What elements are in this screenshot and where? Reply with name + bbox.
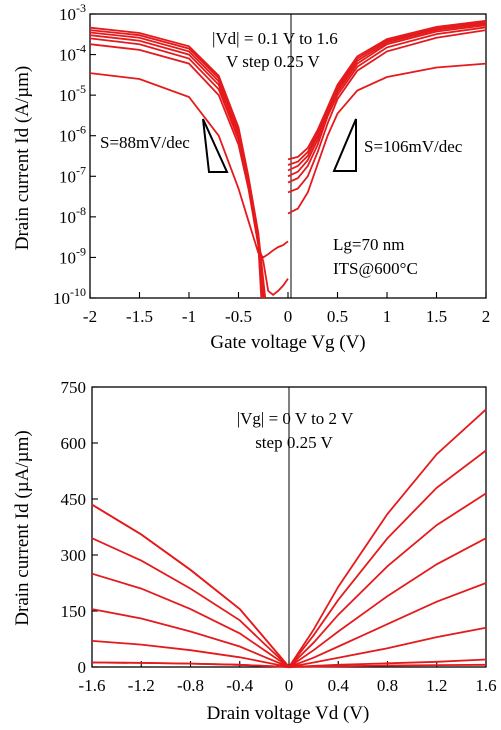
transfer-y-tick-label: 10-9 <box>59 244 86 267</box>
output-x-tick-label: 1.2 <box>426 676 447 695</box>
transfer-x-tick-label: -1.5 <box>126 307 153 326</box>
transfer-curve-positive <box>287 24 487 178</box>
output-y-tick-label: 0 <box>78 658 87 677</box>
vd-step-annotation: V step 0.25 V <box>226 52 321 71</box>
output-y-label: Drain current Id (µA/µm) <box>12 430 33 625</box>
output-y-ticks: 0 150 300 450 600 750 <box>61 378 98 677</box>
output-x-tick-label: 0.8 <box>377 676 398 695</box>
transfer-x-tick-label: 1 <box>383 307 392 326</box>
output-curves <box>91 408 487 669</box>
output-x-tick-label: -1.6 <box>79 676 106 695</box>
transfer-chart: -2 -1.5 -1 -0.5 0 0.5 1 1.5 2 10-1010-910-810-71… <box>12 1 490 353</box>
transfer-curve-negative <box>89 34 264 299</box>
transfer-y-tick-label: 10-6 <box>59 123 86 146</box>
transfer-curve-positive <box>287 19 487 161</box>
vg-step-annotation: step 0.25 V <box>255 433 333 452</box>
output-y-tick-label: 450 <box>61 490 87 509</box>
output-chart: -1.6 -1.2 -0.8 -0.4 0 0.4 0.8 1.2 1.6 0 150 300 450… <box>12 378 497 724</box>
transfer-curve-negative <box>89 26 267 299</box>
slope-triangle-left <box>202 118 229 173</box>
output-x-label: Drain voltage Vd (V) <box>207 703 370 724</box>
output-x-tick-label: -1.2 <box>128 676 155 695</box>
transfer-y-label: Drain current Id (A/µm) <box>12 66 33 251</box>
transfer-x-tick-label: -2 <box>83 307 97 326</box>
transfer-x-label: Gate voltage Vg (V) <box>210 332 365 353</box>
transfer-x-tick-label: 2 <box>482 307 491 326</box>
transfer-curves <box>89 19 487 299</box>
s-left-annotation: S=88mV/dec <box>100 133 190 152</box>
transfer-curve-negative <box>89 31 265 299</box>
vg-range-annotation: |Vg| = 0 V to 2 V <box>237 409 354 428</box>
its-annotation: ITS@600°C <box>333 259 418 278</box>
output-curve-7 <box>91 408 487 669</box>
transfer-y-tick-label: 10-7 <box>59 163 86 186</box>
output-x-tick-label: 0 <box>285 676 294 695</box>
transfer-curve-positive <box>287 26 487 184</box>
output-x-tick-label: -0.4 <box>226 676 253 695</box>
output-x-tick-label: 1.6 <box>475 676 496 695</box>
output-x-tick-label: -0.8 <box>177 676 204 695</box>
s-right-annotation: S=106mV/dec <box>364 137 463 156</box>
transfer-x-ticks: -2 -1.5 -1 -0.5 0 0.5 1 1.5 2 <box>83 292 490 326</box>
transfer-x-tick-label: 1.5 <box>426 307 447 326</box>
transfer-curve-negative <box>89 37 263 299</box>
transfer-x-tick-label: -1 <box>182 307 196 326</box>
transfer-y-tick-label: 10-8 <box>59 204 86 227</box>
output-x-ticks: -1.6 -1.2 -0.8 -0.4 0 0.4 0.8 1.2 1.6 <box>79 661 497 695</box>
transfer-x-tick-label: -0.5 <box>225 307 252 326</box>
output-y-tick-label: 150 <box>61 602 87 621</box>
transfer-y-ticks: 10-10 10-9 10-8 10-7 10-6 10-5 10-4 10-3 <box>53 1 96 308</box>
transfer-y-tick-label: 10-5 <box>59 82 86 105</box>
output-x-tick-label: 0.4 <box>328 676 350 695</box>
transfer-y-tick-label: 10-4 <box>59 42 86 65</box>
lg-annotation: Lg=70 nm <box>333 235 404 254</box>
output-y-tick-label: 600 <box>61 434 87 453</box>
transfer-x-tick-label: 0 <box>284 307 293 326</box>
transfer-y-tick-label: 10-3 <box>59 1 86 24</box>
vd-range-annotation: |Vd| = 0.1 V to 1.6 <box>212 29 338 48</box>
transfer-y-tick-label: 10-10 <box>53 285 86 308</box>
output-y-tick-label: 300 <box>61 546 87 565</box>
transfer-curve-positive <box>287 29 487 194</box>
transfer-x-tick-label: 0.5 <box>327 307 348 326</box>
transfer-curve-positive <box>287 62 487 215</box>
output-y-tick-label: 750 <box>61 378 87 397</box>
slope-triangle-right <box>332 118 357 172</box>
